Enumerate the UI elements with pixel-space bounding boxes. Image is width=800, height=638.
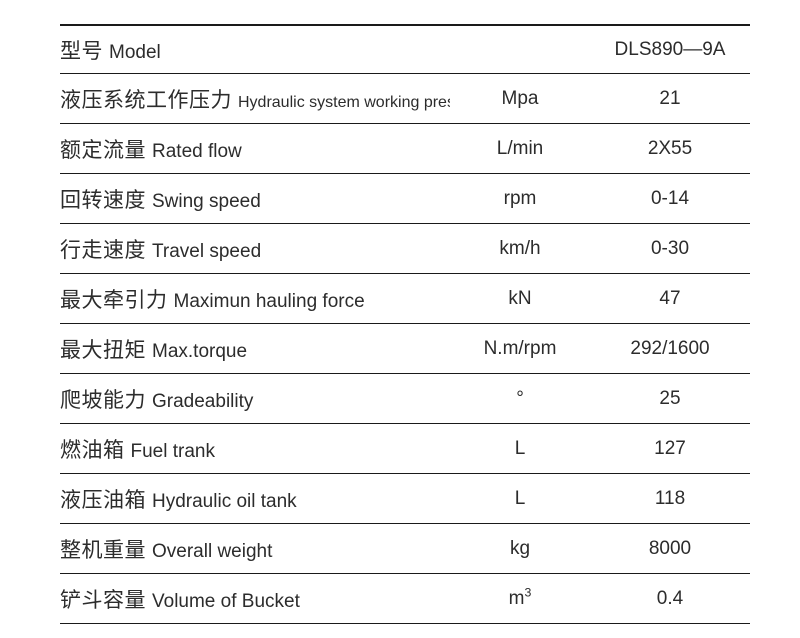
row-unit: ° bbox=[450, 388, 590, 410]
table-row: 最大扭矩 Max.torque N.m/rpm292/1600 bbox=[60, 324, 750, 374]
row-label-en: Overall weight bbox=[152, 541, 272, 563]
table-row: 爬坡能力 Gradeability °25 bbox=[60, 374, 750, 424]
row-unit: rpm bbox=[450, 188, 590, 210]
row-label-cn: 最大扭矩 bbox=[60, 334, 146, 364]
row-label-en: Rated flow bbox=[152, 141, 242, 163]
table-row: 液压油箱 Hydraulic oil tank L118 bbox=[60, 474, 750, 524]
row-label: 爬坡能力 Gradeability bbox=[60, 384, 450, 414]
table-row: 行走速度 Travel speed km/h0-30 bbox=[60, 224, 750, 274]
table-row: 液压系统工作压力 Hydraulic system working pressur… bbox=[60, 74, 750, 124]
row-value: 2X55 bbox=[590, 138, 750, 160]
row-label-cn: 额定流量 bbox=[60, 134, 146, 164]
row-value: 21 bbox=[590, 88, 750, 110]
row-label-en: Swing speed bbox=[152, 191, 261, 213]
row-label-en: Max.torque bbox=[152, 341, 247, 363]
row-label: 液压系统工作压力 Hydraulic system working pressur… bbox=[60, 84, 450, 114]
table-row: 燃油箱 Fuel trank L127 bbox=[60, 424, 750, 474]
header-label: 型号 Model bbox=[60, 35, 450, 65]
row-label: 液压油箱 Hydraulic oil tank bbox=[60, 484, 450, 514]
row-label-en: Volume of Bucket bbox=[152, 591, 300, 613]
row-label-cn: 液压系统工作压力 bbox=[60, 84, 232, 114]
row-unit: N.m/rpm bbox=[450, 338, 590, 360]
row-label: 最大牵引力 Maximun hauling force bbox=[60, 284, 450, 314]
table-row: 回转速度 Swing speed rpm0-14 bbox=[60, 174, 750, 224]
row-unit: L bbox=[450, 488, 590, 510]
row-label: 最大扭矩 Max.torque bbox=[60, 334, 450, 364]
row-unit: m3 bbox=[450, 588, 590, 610]
row-value: 118 bbox=[590, 488, 750, 510]
row-unit: kg bbox=[450, 538, 590, 560]
row-label-cn: 爬坡能力 bbox=[60, 384, 146, 414]
header-value: DLS890—9A bbox=[590, 39, 750, 61]
table-row: 铲斗容量 Volume of Bucket m30.4 bbox=[60, 574, 750, 624]
header-label-cn: 型号 bbox=[60, 35, 103, 65]
spec-rows: 液压系统工作压力 Hydraulic system working pressur… bbox=[60, 74, 750, 624]
row-label-cn: 燃油箱 bbox=[60, 434, 125, 464]
row-label: 额定流量 Rated flow bbox=[60, 134, 450, 164]
row-value: 25 bbox=[590, 388, 750, 410]
row-label-en: Hydraulic system working pressure bbox=[238, 94, 450, 112]
header-row: 型号 Model DLS890—9A bbox=[60, 26, 750, 74]
table-row: 最大牵引力 Maximun hauling force kN47 bbox=[60, 274, 750, 324]
row-value: 292/1600 bbox=[590, 338, 750, 360]
row-label: 行走速度 Travel speed bbox=[60, 234, 450, 264]
row-label-en: Travel speed bbox=[152, 241, 261, 263]
spec-table: 型号 Model DLS890—9A 液压系统工作压力 Hydraulic sys… bbox=[0, 0, 800, 634]
row-label-cn: 液压油箱 bbox=[60, 484, 146, 514]
row-label-cn: 整机重量 bbox=[60, 534, 146, 564]
row-unit: L bbox=[450, 438, 590, 460]
header-label-en: Model bbox=[109, 42, 161, 64]
row-label-cn: 回转速度 bbox=[60, 184, 146, 214]
row-value: 0-30 bbox=[590, 238, 750, 260]
row-unit: Mpa bbox=[450, 88, 590, 110]
row-unit: L/min bbox=[450, 138, 590, 160]
row-label: 燃油箱 Fuel trank bbox=[60, 434, 450, 464]
row-value: 127 bbox=[590, 438, 750, 460]
row-value: 0.4 bbox=[590, 588, 750, 610]
row-label-cn: 铲斗容量 bbox=[60, 584, 146, 614]
row-label-en: Hydraulic oil tank bbox=[152, 491, 297, 513]
row-label-cn: 行走速度 bbox=[60, 234, 146, 264]
row-label: 回转速度 Swing speed bbox=[60, 184, 450, 214]
row-unit: kN bbox=[450, 288, 590, 310]
table-row: 整机重量 Overall weight kg8000 bbox=[60, 524, 750, 574]
row-value: 47 bbox=[590, 288, 750, 310]
row-label-en: Fuel trank bbox=[131, 441, 215, 463]
row-label-en: Gradeability bbox=[152, 391, 253, 413]
row-label: 整机重量 Overall weight bbox=[60, 534, 450, 564]
row-label-cn: 最大牵引力 bbox=[60, 284, 168, 314]
row-label-en: Maximun hauling force bbox=[174, 291, 365, 313]
table-row: 额定流量 Rated flow L/min2X55 bbox=[60, 124, 750, 174]
row-value: 8000 bbox=[590, 538, 750, 560]
row-label: 铲斗容量 Volume of Bucket bbox=[60, 584, 450, 614]
row-unit: km/h bbox=[450, 238, 590, 260]
row-value: 0-14 bbox=[590, 188, 750, 210]
